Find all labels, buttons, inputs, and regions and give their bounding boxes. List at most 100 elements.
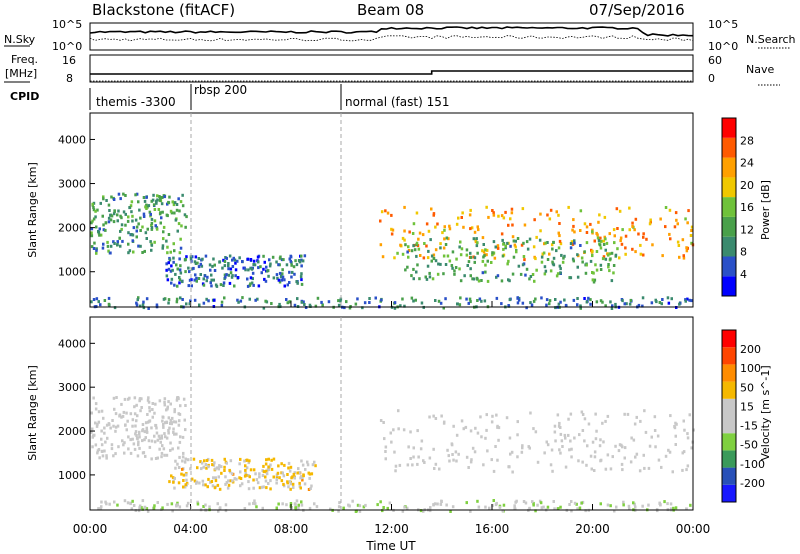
y-tick-label: 4000 xyxy=(58,133,86,146)
velocity-cell xyxy=(338,501,341,505)
power-cell xyxy=(559,242,563,246)
power-cell xyxy=(548,302,551,306)
velocity-cell xyxy=(227,479,230,483)
velocity-cell xyxy=(620,462,624,466)
velocity-cell xyxy=(419,447,423,451)
velocity-cell xyxy=(167,400,170,404)
velocity-cell xyxy=(178,440,182,444)
power-cell xyxy=(571,242,575,246)
power-cell xyxy=(507,304,510,307)
velocity-cell xyxy=(212,476,215,480)
power-cell xyxy=(238,256,241,260)
power-cell xyxy=(589,222,592,226)
velocity-swatch xyxy=(722,364,736,382)
velocity-cell xyxy=(185,478,188,482)
velocity-cell xyxy=(593,455,597,459)
velocity-cell xyxy=(99,506,103,510)
power-cell xyxy=(203,274,207,278)
velocity-cell xyxy=(135,419,138,423)
power-cell xyxy=(650,301,654,305)
power-cell xyxy=(225,273,228,277)
power-cell xyxy=(542,251,546,255)
power-cell xyxy=(406,250,409,254)
velocity-cell xyxy=(580,501,583,505)
velocity-cell xyxy=(618,443,622,447)
power-cell xyxy=(142,196,146,199)
power-cell xyxy=(471,277,474,281)
power-cell xyxy=(150,243,154,247)
velocity-cell xyxy=(532,427,535,431)
velocity-cell xyxy=(422,509,425,513)
velocity-cell xyxy=(248,459,251,463)
velocity-cell xyxy=(507,465,510,469)
power-colorbar-tick: 8 xyxy=(740,246,747,259)
velocity-cell xyxy=(556,413,560,417)
power-cell xyxy=(169,269,173,273)
velocity-cell xyxy=(272,457,276,461)
velocity-cell xyxy=(310,484,313,488)
velocity-cell xyxy=(594,412,597,416)
power-cell xyxy=(295,280,298,284)
x-tick-label: 08:00 xyxy=(274,522,309,536)
power-cell xyxy=(528,277,531,281)
power-cell xyxy=(185,302,188,306)
power-cell xyxy=(533,218,536,222)
power-cell xyxy=(614,253,618,257)
power-cell xyxy=(681,238,685,242)
power-cell xyxy=(280,278,283,282)
power-cell xyxy=(451,266,454,270)
power-cell xyxy=(690,225,694,229)
power-cell xyxy=(404,268,407,272)
power-cell xyxy=(141,225,144,229)
power-cell xyxy=(443,237,446,241)
power-cell xyxy=(599,268,603,271)
power-cell xyxy=(102,242,105,246)
power-cell xyxy=(401,252,405,256)
power-cell xyxy=(250,281,254,285)
velocity-cell xyxy=(239,470,242,474)
velocity-cell xyxy=(540,506,544,510)
velocity-cell xyxy=(133,447,137,451)
power-cell xyxy=(436,222,439,226)
power-cell xyxy=(684,217,687,221)
power-cell xyxy=(521,263,525,267)
velocity-cell xyxy=(403,505,406,509)
velocity-cell xyxy=(258,472,261,476)
velocity-cell xyxy=(181,467,184,471)
power-cell xyxy=(219,283,223,287)
velocity-cell xyxy=(606,453,610,457)
velocity-cell xyxy=(269,479,272,483)
velocity-colorbar-tick: -200 xyxy=(740,477,765,490)
power-cell xyxy=(132,226,136,230)
velocity-cell xyxy=(178,419,181,423)
power-cell xyxy=(393,306,397,310)
power-cell xyxy=(166,245,169,249)
power-cell xyxy=(502,216,506,220)
velocity-cell xyxy=(434,462,438,466)
power-cell xyxy=(551,247,554,251)
power-cell xyxy=(442,272,445,276)
velocity-cell xyxy=(428,456,432,460)
power-cell xyxy=(516,296,519,300)
velocity-cell xyxy=(176,503,179,507)
velocity-cell xyxy=(212,463,216,467)
noise-right-tick-top: 10^5 xyxy=(708,18,738,31)
velocity-cell xyxy=(583,417,587,421)
power-cell xyxy=(585,241,589,245)
power-cell xyxy=(472,237,476,241)
power-cell xyxy=(459,279,463,283)
velocity-cell xyxy=(265,486,268,490)
power-cell xyxy=(174,218,178,222)
velocity-cell xyxy=(184,428,187,432)
power-cell xyxy=(150,217,154,221)
velocity-cell xyxy=(280,479,284,483)
velocity-cell xyxy=(239,457,242,461)
power-cell xyxy=(193,298,197,302)
velocity-cell xyxy=(153,504,156,508)
power-cell xyxy=(500,214,504,218)
power-cell xyxy=(558,264,562,268)
power-cell xyxy=(633,228,636,232)
velocity-cell xyxy=(113,500,116,504)
velocity-cell xyxy=(529,411,532,415)
power-cell xyxy=(684,298,687,302)
